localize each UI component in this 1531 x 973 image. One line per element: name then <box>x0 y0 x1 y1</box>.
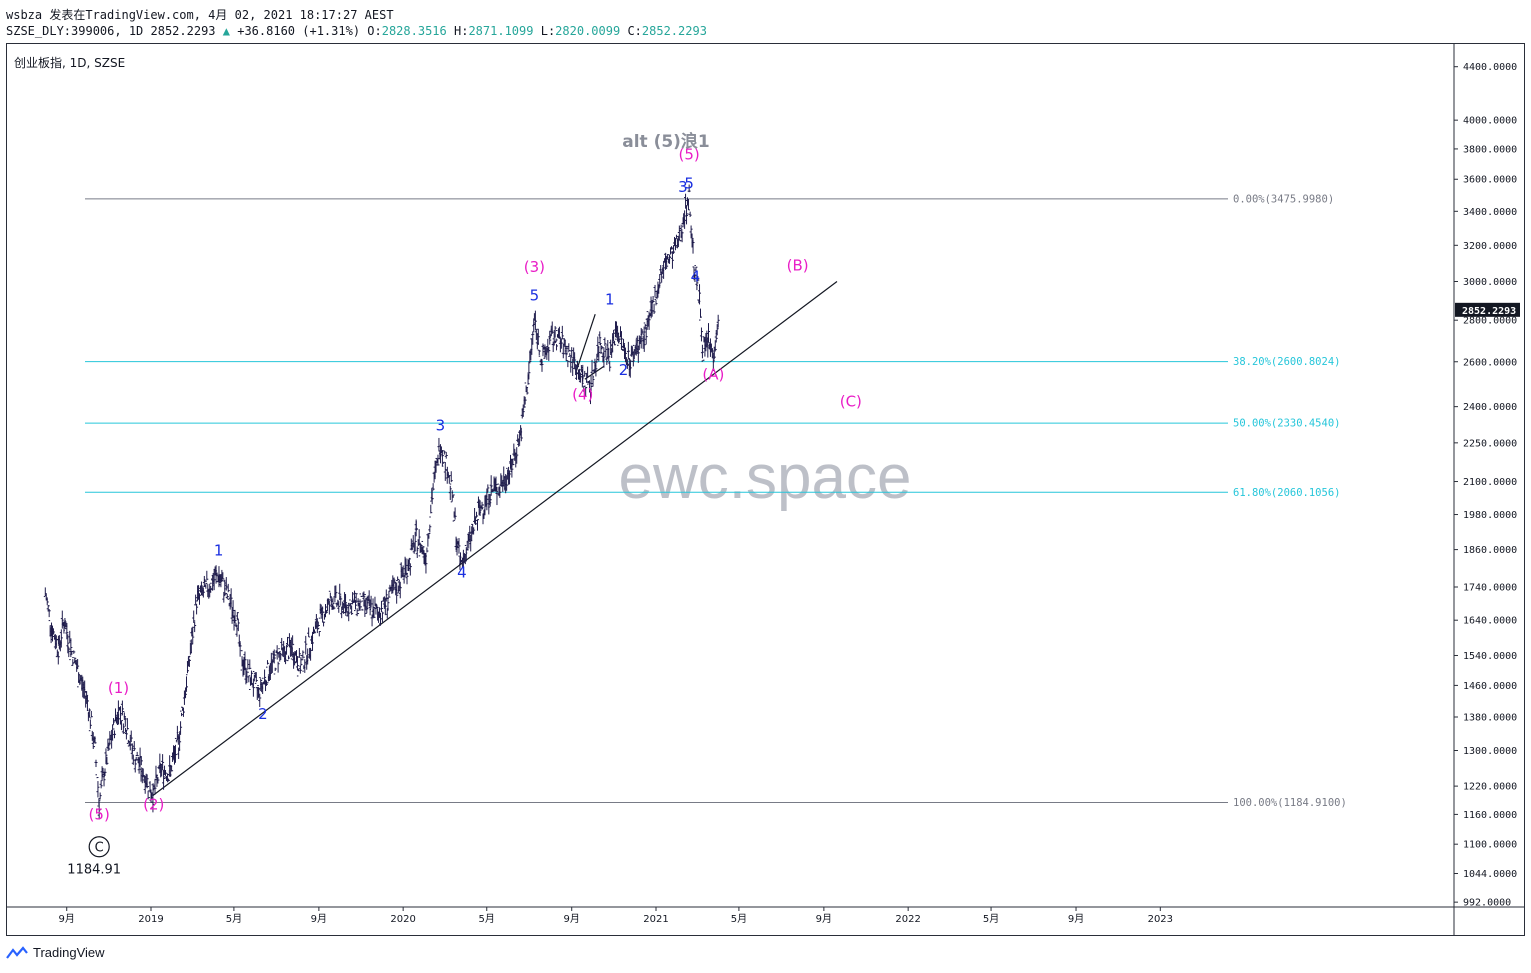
price-tick-label: 1860.0000 <box>1463 545 1517 556</box>
time-tick-label: 9月 <box>816 913 832 925</box>
change-value: +36.8160 (+1.31%) <box>237 24 361 38</box>
price-tick-label: 1100.0000 <box>1463 840 1517 851</box>
fib-level-label: 38.20%(2600.8024) <box>1233 356 1340 368</box>
price-tick-label: 3800.0000 <box>1463 144 1517 155</box>
price-tick-label: 1740.0000 <box>1463 583 1517 594</box>
chart-frame[interactable] <box>6 43 1525 936</box>
wave-label: (1) <box>108 679 129 697</box>
time-tick-label: 5月 <box>479 913 495 925</box>
price-tick-label: 3200.0000 <box>1463 241 1517 252</box>
symbol-title: 创业板指, 1D, SZSE <box>14 56 126 70</box>
price-tick-label: 2800.0000 <box>1463 316 1517 327</box>
wave-label: 5 <box>530 287 540 305</box>
fib-level-label: 50.00%(2330.4540) <box>1233 418 1340 430</box>
price-tick-label: 2400.0000 <box>1463 402 1517 413</box>
price-tick-label: 4000.0000 <box>1463 116 1517 127</box>
time-tick-label: 2022 <box>895 914 920 925</box>
fib-level-label: 100.00%(1184.9100) <box>1233 797 1347 809</box>
wave-label-circled: C <box>95 841 104 856</box>
publish-info: wsbza 发表在TradingView.com, 4月 02, 2021 18… <box>6 8 394 22</box>
wave-label: 2 <box>619 361 629 379</box>
price-tick-label: 992.0000 <box>1463 898 1511 909</box>
time-tick-label: 2021 <box>643 914 668 925</box>
watermark: ewc.space <box>619 443 912 512</box>
wave-label: (C) <box>840 393 862 411</box>
price-tick-label: 2100.0000 <box>1463 477 1517 488</box>
price-tick-label: 3600.0000 <box>1463 175 1517 186</box>
ohlc-info-bar: SZSE_DLY:399006, 1D 2852.2293 ▲ +36.8160… <box>6 24 707 38</box>
wave-label: 5 <box>684 175 694 193</box>
time-tick-label: 9月 <box>59 913 75 925</box>
wave-label: 2 <box>258 705 268 723</box>
fib-level-label: 0.00%(3475.9980) <box>1233 193 1334 205</box>
open-value: 2828.3516 <box>381 24 447 38</box>
trendline <box>152 281 838 796</box>
last-price-label: 2852.2293 <box>1462 306 1516 317</box>
wave-label: (2) <box>143 796 164 814</box>
time-tick-label: 5月 <box>731 913 747 925</box>
wave-label: 1 <box>605 290 615 308</box>
wave-label: 3 <box>678 178 688 196</box>
time-tick-label: 2023 <box>1148 914 1173 925</box>
close-label: C: <box>627 24 642 38</box>
up-arrow-icon: ▲ <box>222 24 230 38</box>
price-tick-label: 1220.0000 <box>1463 782 1517 793</box>
price-tick-label: 3000.0000 <box>1463 277 1517 288</box>
low-label: L: <box>540 24 556 38</box>
wave-label: (5) <box>89 805 110 823</box>
price-tick-label: 4400.0000 <box>1463 62 1517 73</box>
triangle-line <box>575 314 596 371</box>
time-tick-label: 9月 <box>564 913 580 925</box>
time-tick-label: 5月 <box>226 913 242 925</box>
last-price-tag <box>1455 302 1520 317</box>
price-tick-label: 1160.0000 <box>1463 810 1517 821</box>
time-tick-label: 9月 <box>1068 913 1084 925</box>
time-tick-label: 2019 <box>138 914 163 925</box>
time-tick-label: 2020 <box>390 914 415 925</box>
wave-label: (4) <box>572 386 593 404</box>
wave-label: 4 <box>691 268 701 286</box>
price-tick-label: 3400.0000 <box>1463 207 1517 218</box>
wave-label: 1 <box>214 542 224 560</box>
price-tick-label: 1980.0000 <box>1463 510 1517 521</box>
tradingview-brand: TradingView <box>33 945 105 960</box>
low-value-label: 1184.91 <box>67 863 121 878</box>
wave-label: (B) <box>787 256 809 274</box>
price-tick-label: 1044.0000 <box>1463 869 1517 880</box>
tradingview-logo[interactable]: TradingView <box>6 945 105 960</box>
time-tick-label: 5月 <box>983 913 999 925</box>
price-tick-label: 2250.0000 <box>1463 438 1517 449</box>
price-tick-label: 1300.0000 <box>1463 746 1517 757</box>
price-tick-label: 1540.0000 <box>1463 651 1517 662</box>
price-tick-label: 1640.0000 <box>1463 616 1517 627</box>
symbol-info: SZSE_DLY:399006, 1D 2852.2293 <box>6 24 216 38</box>
wave-label: (A) <box>702 365 724 383</box>
time-tick-label: 9月 <box>311 913 327 925</box>
price-tick-label: 1460.0000 <box>1463 681 1517 692</box>
fib-level-label: 61.80%(2060.1056) <box>1233 487 1340 499</box>
high-value: 2871.1099 <box>468 24 534 38</box>
wave-label: (3) <box>524 258 545 276</box>
tradingview-logo-icon <box>6 945 28 959</box>
wave-label: 4 <box>457 563 467 581</box>
price-tick-label: 1380.0000 <box>1463 713 1517 724</box>
wave-label: 3 <box>436 417 446 435</box>
alt-wave-title: alt (5)浪1 <box>622 131 710 152</box>
wave-label: (5) <box>679 145 700 163</box>
price-bars <box>43 184 720 820</box>
close-value: 2852.2293 <box>641 24 707 38</box>
high-label: H: <box>454 24 469 38</box>
wave-c-circle-icon <box>88 836 110 858</box>
open-label: O: <box>367 24 382 38</box>
price-tick-label: 2600.0000 <box>1463 357 1517 368</box>
low-value: 2820.0099 <box>555 24 621 38</box>
